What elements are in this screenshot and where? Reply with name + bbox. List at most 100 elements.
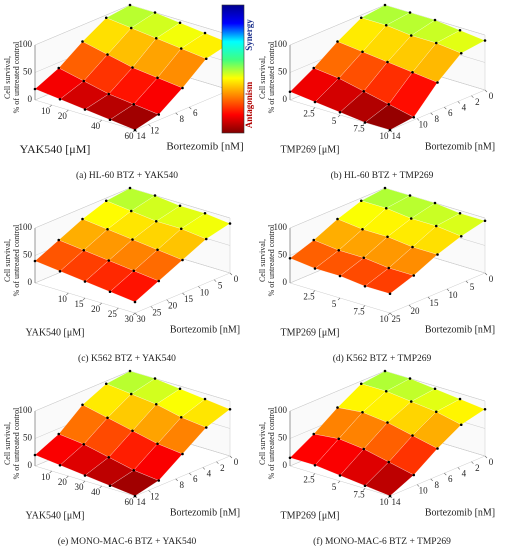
data-point xyxy=(384,23,388,27)
z-axis-label: Cell survival, xyxy=(258,239,267,282)
data-point xyxy=(362,89,366,93)
data-point xyxy=(128,186,132,190)
data-point xyxy=(128,369,132,373)
y-tick xyxy=(166,299,169,302)
z-tick-label: 50 xyxy=(23,250,33,260)
x-axis-label: TMP269 [μM] xyxy=(281,510,340,521)
data-point xyxy=(387,102,391,106)
x-tick-label: 30 xyxy=(125,314,135,324)
x-tick-label: 20 xyxy=(58,111,68,121)
data-point xyxy=(83,108,87,111)
data-point xyxy=(132,468,136,472)
data-point xyxy=(458,28,462,32)
y-tick-label: 14 xyxy=(392,497,402,507)
y-tick xyxy=(465,280,469,284)
z-tick-label: 0 xyxy=(28,94,33,104)
data-point xyxy=(106,227,109,231)
y-tick xyxy=(389,312,393,316)
colorbar-label: Synergy xyxy=(244,19,254,51)
x-tick-label: 15 xyxy=(75,299,85,309)
y-tick xyxy=(484,272,488,276)
data-point xyxy=(312,66,316,70)
y-tick xyxy=(202,467,206,470)
data-point xyxy=(362,256,366,260)
z-tick-label: 100 xyxy=(274,222,288,232)
z-axis-label: Cell survival, xyxy=(3,422,12,465)
data-point xyxy=(58,97,62,101)
x-tick-label: 40 xyxy=(91,121,101,131)
data-point xyxy=(132,269,136,273)
data-point xyxy=(154,36,158,40)
x-tick-label: 7.5 xyxy=(353,124,365,134)
data-point xyxy=(108,118,112,122)
x-tick xyxy=(66,292,69,296)
data-point xyxy=(57,238,61,242)
y-tick xyxy=(430,478,433,482)
caption: (d) K562 BTZ + TMP269 xyxy=(333,353,432,364)
y-tick-label: 14 xyxy=(137,131,147,141)
y-tick xyxy=(446,288,450,292)
x-tick-label: 30 xyxy=(75,482,85,492)
x-tick xyxy=(99,302,102,306)
z-tick-label: 100 xyxy=(19,405,33,415)
data-point xyxy=(411,70,414,74)
y-tick xyxy=(189,106,192,110)
data-point xyxy=(33,87,37,91)
data-point xyxy=(288,456,292,460)
x-tick xyxy=(132,312,136,316)
y-tick xyxy=(416,118,420,121)
data-point xyxy=(133,494,137,498)
data-point xyxy=(133,128,137,132)
z-axis-label: % of untreated control xyxy=(267,407,276,480)
y-tick-label: 10 xyxy=(419,120,429,130)
x-tick-label: 7.5 xyxy=(353,490,365,500)
data-point xyxy=(412,115,416,119)
z-tick-label: 50 xyxy=(23,433,33,443)
y-tick xyxy=(148,124,151,127)
x-tick xyxy=(312,290,316,293)
data-point xyxy=(409,34,413,37)
x-tick xyxy=(99,485,102,489)
x-tick-label: 10 xyxy=(41,472,51,482)
data-point xyxy=(459,51,463,55)
data-point xyxy=(154,219,158,223)
data-point xyxy=(337,248,341,252)
data-point xyxy=(483,219,487,223)
caption: (e) MONO-MAC-6 BTZ + YAK540 xyxy=(58,536,197,547)
y-axis-label: Bortezomib [nM] xyxy=(170,507,240,518)
y-tick-label: 15 xyxy=(430,298,440,308)
y-tick-label: 30 xyxy=(137,314,147,324)
data-point xyxy=(203,31,207,35)
z-axis-label: % of untreated control xyxy=(12,224,21,297)
data-point xyxy=(104,16,108,20)
y-axis-label: Bortezomib [nM] xyxy=(425,324,495,335)
data-point xyxy=(313,267,317,270)
y-tick-label: 20 xyxy=(411,306,421,316)
data-point xyxy=(338,274,342,278)
x-tick-label: 5 xyxy=(332,299,337,309)
y-tick-label: 2 xyxy=(475,97,480,107)
data-point xyxy=(203,211,207,215)
x-tick xyxy=(99,119,102,123)
data-point xyxy=(312,432,316,436)
x-tick-label: 10 xyxy=(380,131,390,141)
data-point xyxy=(82,79,86,83)
y-tick xyxy=(198,286,201,289)
data-point xyxy=(412,473,416,477)
data-point xyxy=(386,421,389,424)
data-point xyxy=(409,217,413,220)
data-point xyxy=(433,201,437,205)
data-point xyxy=(459,234,463,238)
data-point xyxy=(408,194,412,197)
x-tick xyxy=(362,488,366,491)
y-tick xyxy=(444,472,447,476)
z-axis-label: % of untreated control xyxy=(12,407,21,480)
y-tick xyxy=(416,484,420,487)
x-tick-label: 2.5 xyxy=(303,475,315,485)
data-point xyxy=(361,50,364,54)
z-tick-label: 100 xyxy=(19,39,33,49)
data-point xyxy=(363,484,367,488)
